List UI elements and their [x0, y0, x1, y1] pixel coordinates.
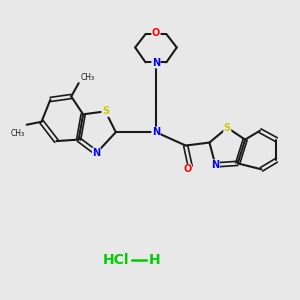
Text: N: N — [152, 127, 160, 137]
Text: H: H — [148, 253, 160, 267]
Text: O: O — [152, 28, 160, 38]
Text: S: S — [102, 106, 109, 116]
Text: CH₃: CH₃ — [11, 129, 25, 138]
Text: O: O — [183, 164, 191, 174]
Text: N: N — [152, 58, 160, 68]
Text: CH₃: CH₃ — [81, 73, 95, 82]
Text: N: N — [211, 160, 220, 170]
Text: HCl: HCl — [103, 253, 129, 267]
Text: S: S — [224, 123, 231, 133]
Text: N: N — [92, 148, 101, 158]
